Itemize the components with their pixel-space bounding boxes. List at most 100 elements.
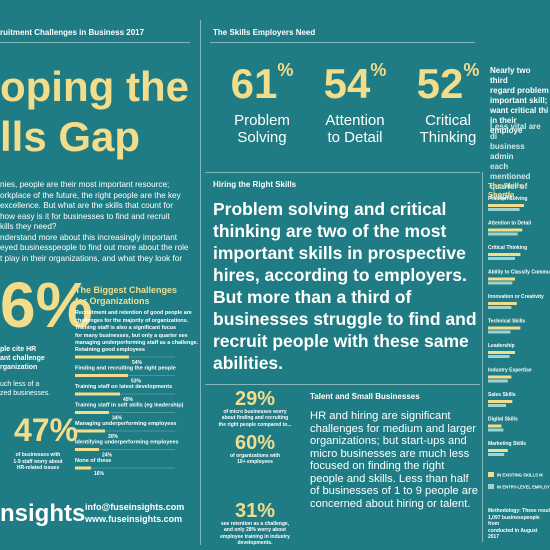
- bar-label: Marketing Skills: [488, 441, 526, 447]
- bar: [488, 453, 505, 456]
- value-label: 54%: [132, 360, 143, 366]
- bar: [488, 204, 524, 207]
- divider: [482, 172, 483, 542]
- bar-label: Training staff in soft skills (eg leader…: [75, 403, 184, 409]
- stat-unit: %: [370, 60, 387, 80]
- text-line: Nearly two third: [490, 66, 531, 85]
- bar: [488, 400, 513, 403]
- bar: [488, 355, 510, 358]
- text-line: 1-9 staff worry about: [13, 458, 63, 465]
- bar-label: None of these: [75, 458, 111, 464]
- bar-label: Critical Thinking: [488, 245, 527, 251]
- bar: [488, 330, 511, 334]
- kicker: ruitment Challenges in Business 2017: [0, 28, 145, 37]
- value-label: 16%: [94, 471, 105, 477]
- side-text: Nearly two third regard problem important …: [490, 66, 550, 136]
- bar-label: Retaining good employees: [75, 347, 145, 353]
- value-label: 24%: [102, 453, 113, 459]
- divider: [200, 20, 201, 545]
- bar: [75, 466, 91, 470]
- text-line: employee training in industry: [220, 533, 290, 540]
- text-line: conducted in August 2017: [488, 527, 538, 541]
- text-line: uch less of a: [0, 381, 40, 388]
- intro-line: nies, people are their most important re…: [0, 180, 170, 189]
- intro-line: how easy is it for businesses to find an…: [0, 211, 170, 221]
- legend-swatch: [488, 484, 494, 489]
- section-title: Hiring the Right Skills: [213, 180, 297, 189]
- title-line: oping the: [0, 63, 189, 110]
- bar: [488, 232, 518, 236]
- text-line: HR-related issues: [16, 465, 60, 471]
- text-line: regard problem: [490, 86, 549, 95]
- stat-number: 52: [416, 60, 464, 107]
- divider: [205, 384, 480, 385]
- challenges-chart: Retaining good employees 54%Finding and r…: [75, 347, 184, 477]
- email: info@fuseinsights.com: [85, 502, 185, 512]
- text-line: quarter of respo: [490, 182, 528, 201]
- bar-label: Managing underperforming employees: [75, 421, 176, 427]
- bar-label: Innovation or Creativity: [488, 294, 544, 300]
- section-title: The Biggest Challenges for Organizations: [75, 285, 177, 307]
- shortfall-chart: Problem Solving Attention to Detail Critic…: [488, 196, 550, 490]
- bar-label: Finding and recruiting the right people: [75, 366, 176, 372]
- label-line: Attention: [325, 112, 385, 129]
- text-line: want critical thi: [490, 106, 549, 115]
- bar: [488, 208, 520, 211]
- bar: [488, 253, 521, 256]
- bar-label: Ability to Classify Commu: [488, 270, 550, 276]
- intro-line: orkplace of the future, the right people…: [0, 190, 181, 200]
- intro: nies, people are their most important re…: [0, 180, 195, 264]
- label-line: Solving: [237, 129, 287, 146]
- text-line: of micro businesses worry: [223, 409, 287, 415]
- stat-unit: %: [277, 60, 294, 80]
- text-line: Methodology: These resul: [488, 508, 550, 514]
- value-label: 30%: [108, 434, 119, 440]
- text-line: ant challenge: [0, 355, 45, 362]
- text-line: important skill;: [490, 96, 548, 105]
- bar: [75, 374, 128, 377]
- title-line: lls Gap: [0, 113, 141, 160]
- text-line: Training staff is also a significant foc…: [75, 325, 176, 331]
- stat-value: 54%: [315, 60, 395, 108]
- bar: [488, 302, 517, 305]
- label-line: to Detail: [327, 129, 383, 146]
- stat-text: see retention as a challenge, and only 28…: [210, 521, 300, 546]
- bar: [488, 379, 508, 383]
- label-line: Thinking: [419, 129, 477, 146]
- big-stat: 6%: [0, 269, 93, 341]
- stat-label: Critical Thinking: [408, 112, 488, 146]
- bar: [488, 375, 512, 379]
- website: www.fuseinsights.com: [85, 514, 183, 524]
- text-line: managing underperforming staff as a chal…: [75, 340, 199, 346]
- label-line: Critical: [425, 112, 471, 129]
- section-title: The Skills Shortfa: [488, 181, 524, 199]
- stat-text: of micro businesses worry about finding a…: [210, 409, 300, 428]
- bar-label: Technical Skills: [488, 319, 525, 325]
- logo: nsights: [0, 500, 86, 527]
- text-line: Recruitment and retention of good people…: [75, 310, 192, 316]
- legend-label: IN ENTRY-LEVEL EMPLOYEES: [497, 485, 550, 490]
- bar: [488, 257, 515, 260]
- text-line: see retention as a challenge,: [220, 521, 290, 527]
- bar: [488, 228, 523, 232]
- bar-label: Sales Skills: [488, 392, 516, 398]
- bar: [488, 424, 502, 428]
- label-line: Problem: [234, 112, 290, 129]
- text-line: in their employe: [490, 116, 523, 135]
- intro-line: t play in their organizations, and what …: [0, 253, 183, 263]
- stat-number: 61: [230, 60, 278, 107]
- stat-value: 29%: [234, 388, 276, 410]
- stat-value: 52%: [408, 60, 488, 108]
- text-line: the right people compared to...: [218, 421, 292, 428]
- divider: [205, 172, 480, 173]
- bar: [488, 326, 521, 330]
- bar: [488, 277, 515, 281]
- bar: [75, 448, 99, 451]
- text-line: of organizations with: [230, 453, 280, 459]
- text-line: 1,097 businesspeople from: [488, 514, 540, 528]
- text-line: challenges for the majority of organizat…: [75, 317, 189, 324]
- bar: [488, 449, 508, 452]
- text-line: business admin: [490, 142, 525, 161]
- stat: 47%: [14, 412, 79, 448]
